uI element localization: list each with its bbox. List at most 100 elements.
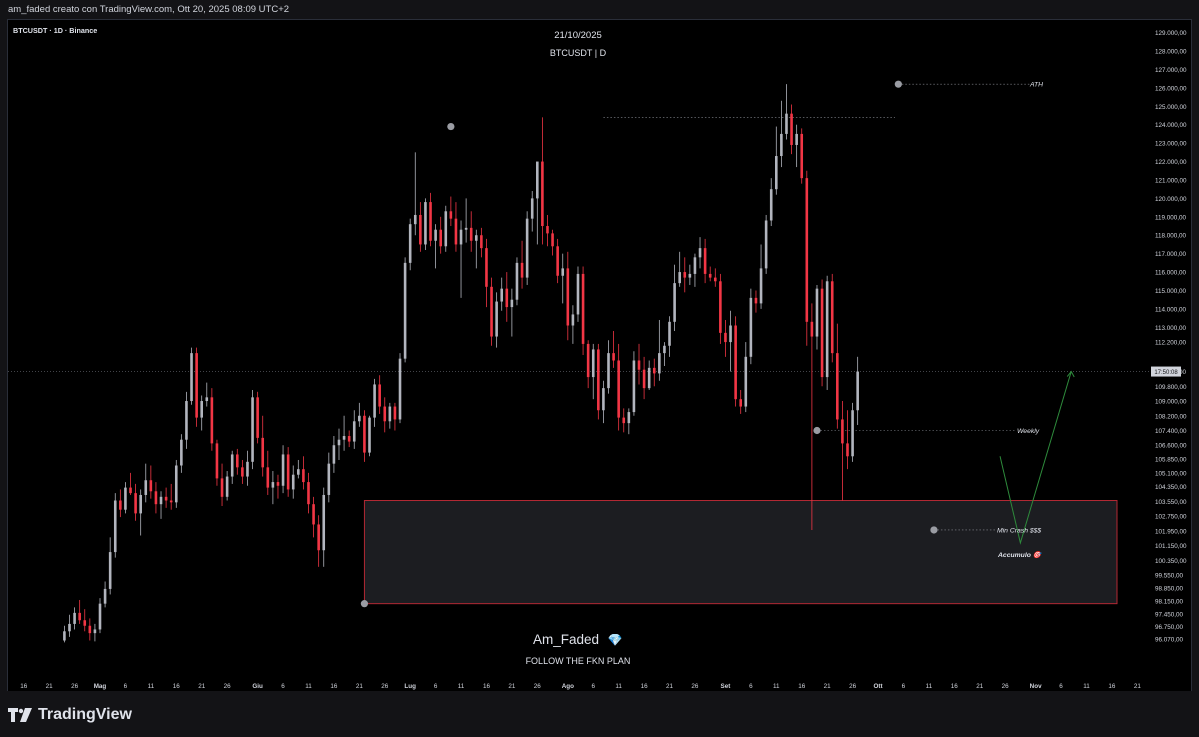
y-tick-label: 99.550,00: [1155, 573, 1184, 580]
candle-body: [195, 353, 198, 418]
y-tick-label: 109.800,00: [1155, 384, 1187, 391]
candle-body: [520, 262, 524, 278]
y-tick-label: 120.000,00: [1155, 196, 1187, 203]
candle-body: [103, 588, 107, 604]
y-tick-label: 109.000,00: [1155, 399, 1187, 406]
y-tick-label: 113.000,00: [1155, 325, 1187, 332]
candle-body: [302, 469, 305, 483]
candle-body: [383, 406, 387, 422]
candle-body: [607, 353, 610, 389]
candle-body: [769, 189, 773, 221]
candle-body: [851, 410, 854, 457]
candle-body: [459, 229, 463, 245]
x-tick-label: Mag: [94, 683, 107, 690]
candle-body: [317, 524, 320, 551]
candle-body: [591, 349, 595, 378]
candle-body: [398, 358, 402, 420]
candle-body: [795, 133, 798, 145]
candle-body: [495, 301, 498, 337]
candle-body: [612, 353, 615, 361]
x-tick-label: 26: [71, 683, 79, 690]
y-tick-label: 98.850,00: [1155, 585, 1184, 592]
x-tick-label: Giu: [252, 683, 263, 690]
candle-body: [169, 500, 173, 503]
candle-body: [500, 288, 504, 302]
candle-body: [785, 113, 788, 134]
x-tick-label: 11: [1083, 683, 1090, 690]
y-tick-label: 129.000,00: [1155, 30, 1187, 37]
y-tick-label: 128.000,00: [1155, 49, 1187, 56]
y-tick-label: 98.150,00: [1155, 598, 1184, 605]
candle-body: [378, 384, 381, 407]
x-tick-label: 16: [483, 683, 491, 690]
candle-body: [286, 454, 290, 490]
signature-tagline: FOLLOW THE FKN PLAN: [526, 656, 631, 666]
candle-body: [627, 412, 631, 424]
candle-body: [205, 397, 209, 402]
candle-body: [220, 478, 224, 497]
candle-body: [210, 397, 214, 444]
x-tick-label: 6: [434, 683, 438, 690]
x-tick-label: 16: [798, 683, 806, 690]
y-tick-label: 100.350,00: [1155, 558, 1187, 565]
candle-body: [780, 133, 783, 157]
y-tick-label: 122.000,00: [1155, 159, 1187, 166]
candle-body: [368, 417, 371, 453]
candle-body: [185, 401, 188, 440]
x-tick-label: 16: [20, 683, 28, 690]
candle-body: [393, 406, 397, 420]
x-tick-label: 26: [691, 683, 699, 690]
x-tick-label: 6: [749, 683, 753, 690]
export-info-bar: am_faded creato con TradingView.com, Ott…: [0, 0, 1199, 20]
candle-body: [836, 353, 839, 420]
y-tick-label: 119.000,00: [1155, 214, 1187, 221]
x-tick-label: 21: [46, 683, 54, 690]
tradingview-logo-icon: [8, 708, 32, 722]
y-tick-label: 123.000,00: [1155, 141, 1187, 148]
x-tick-label: 11: [926, 683, 933, 690]
last-price-tag-text: 17:50:08: [1154, 370, 1178, 376]
y-tick-label: 103.550,00: [1155, 499, 1187, 506]
y-tick-label: 108.200,00: [1155, 413, 1187, 420]
x-tick-label: 16: [173, 683, 181, 690]
x-tick-label: 21: [976, 683, 984, 690]
candle-body: [98, 603, 102, 630]
candle-body: [556, 246, 559, 276]
candle-body: [485, 248, 488, 287]
candle-body: [342, 436, 346, 440]
candle-body: [363, 415, 366, 453]
candle-body: [408, 224, 412, 263]
candle-body: [419, 214, 422, 245]
candle-body: [83, 620, 87, 626]
candle-body: [164, 496, 168, 501]
y-tick-label: 104.350,00: [1155, 484, 1187, 491]
x-tick-label: 26: [849, 683, 857, 690]
candle-body: [790, 113, 793, 145]
candle-body: [551, 233, 554, 247]
candle-body: [246, 461, 249, 477]
candle-body: [337, 439, 341, 446]
candle-body: [830, 281, 834, 354]
candle-body: [113, 500, 117, 553]
x-tick-label: Nov: [1030, 683, 1042, 690]
y-tick-label: 117.000,00: [1155, 251, 1187, 258]
candle-body: [652, 367, 656, 374]
y-tick-label: 114.000,00: [1155, 306, 1187, 313]
candle-body: [403, 262, 407, 359]
candle-body: [729, 325, 732, 343]
candle-body: [637, 360, 641, 370]
candle-body: [388, 406, 392, 422]
y-tick-label: 96.750,00: [1155, 624, 1184, 631]
candle-body: [241, 467, 244, 477]
candle-body: [307, 482, 310, 505]
candle-body: [424, 202, 427, 245]
y-tick-label: 106.600,00: [1155, 443, 1187, 450]
candle-body: [825, 281, 829, 378]
candle-body: [464, 227, 468, 230]
tradingview-logo[interactable]: TradingView: [8, 706, 132, 724]
candle-body: [566, 268, 570, 326]
candle-body: [754, 297, 758, 304]
candle-body: [805, 178, 809, 322]
candle-body: [602, 388, 605, 411]
